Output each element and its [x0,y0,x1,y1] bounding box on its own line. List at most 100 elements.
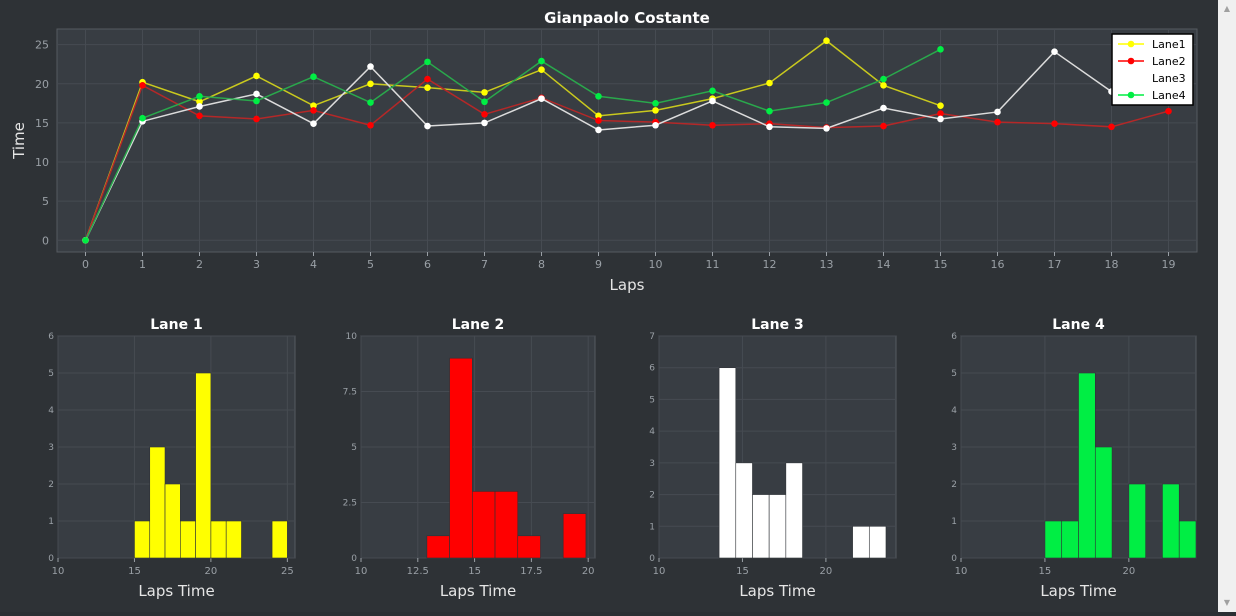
hist-x-tick-label: 15 [736,566,749,577]
vertical-scrollbar[interactable]: ▲ ▼ [1218,0,1236,612]
data-point-lane1 [367,80,374,88]
hist-y-tick-label: 2 [48,480,54,490]
hist-y-tick-label: 1 [649,522,655,532]
data-point-lane4 [196,92,203,100]
hist-y-tick-label: 3 [649,459,655,469]
y-tick-label: 0 [42,234,49,247]
histogram-bar [1178,520,1197,559]
data-point-lane4 [82,236,89,244]
x-tick-label: 15 [934,258,948,271]
hist-y-tick-label: 4 [951,406,957,416]
hist-y-tick-label: 6 [649,364,655,374]
histogram-bar [718,367,737,559]
histogram-bar [562,513,587,559]
hist-y-tick-label: 10 [346,332,358,342]
data-point-lane3 [424,122,431,130]
y-tick-label: 5 [42,195,49,208]
hist-y-tick-label: 4 [48,406,54,416]
histogram-x-label: Laps Time [440,582,516,600]
histogram-bar [1162,483,1180,559]
data-point-lane1 [310,102,317,109]
hist-y-tick-label: 7.5 [343,388,357,398]
data-point-lane2 [1108,123,1115,131]
data-point-lane4 [880,75,887,83]
x-tick-label: 17 [1048,258,1062,271]
data-point-lane4 [766,107,773,115]
x-tick-label: 5 [367,258,374,271]
histogram-title: Lane 4 [1052,317,1105,333]
hist-y-tick-label: 2 [951,480,957,490]
legend-marker-lane1 [1127,40,1135,48]
data-point-lane1 [880,82,887,89]
data-point-lane2 [367,121,374,129]
data-point-lane2 [709,121,716,129]
histogram-bar [180,520,196,559]
hist-y-tick-label: 2 [649,491,655,501]
hist-y-tick-label: 5 [48,369,54,379]
legend-marker-lane4 [1127,91,1135,99]
histogram-bar [1061,520,1079,559]
hist-y-tick-label: 1 [48,517,54,527]
hist-y-tick-label: 7 [649,332,655,342]
histogram-bar [134,520,151,559]
data-point-lane3 [367,63,374,70]
histogram-title: Lane 1 [150,317,202,333]
histogram-bar [472,491,496,559]
data-point-lane3 [937,115,944,123]
hist-x-tick-label: 10 [355,566,368,577]
data-point-lane3 [823,125,830,132]
x-tick-label: 3 [253,258,260,271]
hist-y-tick-label: 3 [951,443,957,453]
data-point-lane4 [538,57,545,65]
data-point-lane2 [1051,120,1058,127]
data-point-lane2 [196,112,203,120]
data-point-lane2 [481,110,488,118]
hist-y-tick-label: 5 [351,443,357,453]
histogram-x-label: Laps Time [138,582,214,600]
histogram-bar [868,525,887,559]
x-tick-label: 0 [82,258,89,271]
histogram-title: Lane 2 [452,317,504,333]
data-point-lane1 [652,107,659,114]
data-point-lane3 [1051,48,1058,55]
hist-y-tick-label: 6 [951,332,957,342]
data-point-lane3 [652,121,659,129]
data-point-lane4 [424,58,431,66]
y-tick-label: 20 [35,78,49,91]
histogram-bar [1128,483,1146,559]
histogram-bar [1094,446,1113,559]
x-tick-label: 9 [595,258,602,271]
x-tick-label: 4 [310,258,317,271]
hist-x-tick-label: 12.5 [407,566,429,577]
data-point-lane4 [481,98,488,106]
series-line-lane2 [84,78,1169,241]
data-point-lane2 [880,122,887,130]
scroll-up-icon[interactable]: ▲ [1223,4,1231,13]
scroll-down-icon[interactable]: ▼ [1223,598,1231,607]
x-tick-label: 8 [538,258,545,271]
data-point-lane3 [481,119,488,127]
data-point-lane4 [823,99,830,106]
histogram-bar [735,462,753,559]
x-tick-label: 18 [1105,258,1119,271]
data-point-lane2 [310,107,317,114]
hist-x-tick-label: 15 [468,566,481,577]
data-point-lane3 [595,126,602,134]
hist-y-tick-label: 0 [649,554,655,564]
data-point-lane3 [880,104,887,112]
data-point-lane4 [709,87,716,95]
data-point-lane2 [139,82,146,89]
histogram-bar [426,535,450,559]
x-tick-label: 12 [763,258,777,271]
histogram-bar [768,494,787,559]
data-point-lane1 [253,72,260,80]
hist-x-tick-label: 20 [1122,566,1135,577]
legend-label-lane2: Lane2 [1152,55,1186,68]
hist-x-tick-label: 10 [52,566,65,577]
data-point-lane2 [937,110,944,117]
data-point-lane1 [538,66,545,73]
legend-label-lane3: Lane3 [1152,72,1186,85]
x-tick-label: 7 [481,258,488,271]
hist-y-tick-label: 2.5 [343,499,357,509]
histogram-x-label: Laps Time [1040,582,1116,600]
